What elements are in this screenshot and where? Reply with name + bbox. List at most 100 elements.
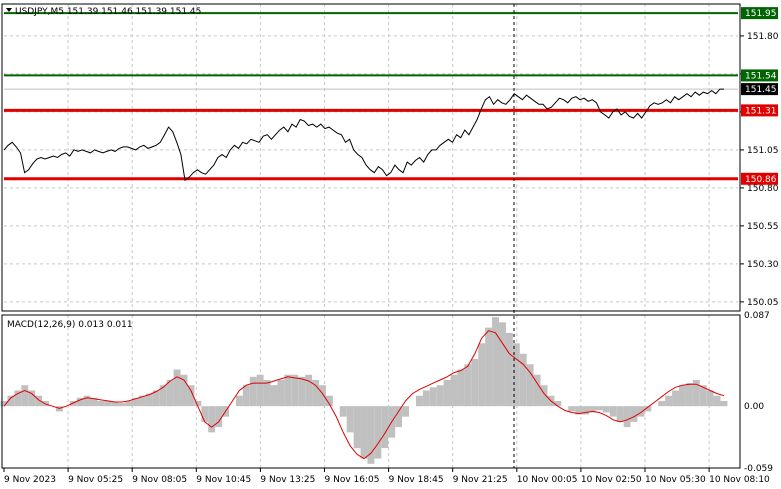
grid bbox=[4, 4, 738, 468]
macd-bar bbox=[685, 383, 693, 407]
price-tick-label: 150.30 bbox=[747, 260, 779, 270]
price-tick-label: 151.80 bbox=[747, 32, 779, 42]
macd-signal-line bbox=[3, 330, 725, 460]
macd-bar bbox=[519, 353, 527, 407]
price-labels: 151.95 151.54 151.31 150.86 151.45 bbox=[741, 7, 778, 185]
macd-bar bbox=[609, 406, 617, 417]
macd-bar bbox=[679, 385, 686, 407]
time-tick-label: 9 Nov 10:45 bbox=[196, 475, 251, 485]
macd-bar bbox=[485, 327, 493, 407]
macd-bar bbox=[0, 400, 8, 407]
macd-bar bbox=[235, 395, 243, 407]
price-series bbox=[3, 88, 724, 182]
macd-bar bbox=[118, 403, 126, 407]
macd-bar bbox=[540, 385, 548, 407]
macd-bar bbox=[450, 374, 458, 407]
macd-bar bbox=[499, 322, 506, 407]
macd-bar bbox=[713, 395, 721, 407]
horizontal-levels bbox=[4, 12, 738, 181]
macd-bar bbox=[429, 387, 437, 407]
time-tick-label: 9 Nov 13:25 bbox=[260, 475, 315, 485]
current-price-label: 151.45 bbox=[745, 85, 777, 95]
macd-bar bbox=[249, 376, 257, 407]
macd-bar bbox=[28, 390, 36, 407]
macd-bar bbox=[35, 395, 43, 407]
macd-bar bbox=[589, 406, 596, 413]
macd-bar bbox=[422, 390, 430, 407]
time-tick-label: 9 Nov 08:05 bbox=[132, 475, 187, 485]
price-panel[interactable] bbox=[1, 3, 741, 312]
macd-panel[interactable] bbox=[1, 314, 741, 469]
time-tick-label: 9 Nov 16:05 bbox=[325, 475, 380, 485]
level-label: 151.54 bbox=[745, 71, 777, 81]
macd-histogram bbox=[0, 317, 728, 464]
macd-bar bbox=[166, 379, 174, 407]
macd-bar bbox=[256, 374, 264, 407]
macd-bar bbox=[720, 400, 728, 407]
time-tick-label: 10 Nov 08:10 bbox=[709, 475, 770, 485]
macd-bar bbox=[706, 390, 714, 407]
macd-bar bbox=[291, 374, 299, 407]
level-label: 150.86 bbox=[745, 175, 777, 185]
macd-bar bbox=[367, 406, 375, 464]
time-tick-label: 10 Nov 00:05 bbox=[517, 475, 578, 485]
macd-bar bbox=[242, 385, 250, 407]
macd-bar bbox=[478, 343, 486, 407]
macd-bar bbox=[97, 400, 105, 407]
macd-axis: 0.087 0.00 -0.059 bbox=[744, 311, 773, 474]
macd-bar bbox=[111, 401, 119, 407]
chart-title: USDJPY,M5 151.39 151.46 151.39 151.45 bbox=[15, 7, 201, 17]
macd-bar bbox=[526, 364, 534, 407]
time-axis: 9 Nov 2023 9 Nov 05:25 9 Nov 08:05 9 Nov 10… bbox=[3, 468, 770, 485]
macd-bar bbox=[595, 406, 603, 411]
macd-bar bbox=[76, 397, 84, 407]
macd-bar bbox=[672, 390, 679, 407]
macd-title: MACD(12,26,9) 0.013 0.011 bbox=[7, 320, 133, 330]
macd-bar bbox=[616, 406, 624, 422]
macd-bar bbox=[104, 400, 112, 407]
macd-bar bbox=[90, 397, 98, 407]
macd-bar bbox=[568, 406, 576, 412]
macd-bar bbox=[554, 400, 562, 407]
macd-bar bbox=[312, 379, 319, 407]
price-tick-label: 150.55 bbox=[747, 222, 779, 232]
macd-bar bbox=[623, 406, 631, 428]
macd-bar bbox=[180, 374, 188, 407]
macd-bar bbox=[319, 385, 326, 407]
time-tick-label: 9 Nov 21:25 bbox=[453, 475, 508, 485]
macd-bar bbox=[492, 317, 499, 407]
time-tick-label: 10 Nov 05:30 bbox=[645, 475, 706, 485]
macd-bar bbox=[415, 395, 423, 407]
macd-bar bbox=[277, 379, 285, 407]
macd-bar bbox=[270, 385, 278, 407]
macd-bar bbox=[69, 400, 77, 407]
level-label: 151.31 bbox=[745, 106, 777, 116]
level-label-box bbox=[741, 7, 778, 20]
macd-bar bbox=[152, 390, 160, 407]
macd-bar bbox=[201, 406, 209, 422]
macd-bar bbox=[630, 406, 638, 422]
macd-bar bbox=[353, 406, 361, 449]
macd-bar bbox=[637, 406, 645, 417]
level-label-box bbox=[741, 104, 778, 117]
macd-bar bbox=[7, 395, 15, 407]
macd-bar bbox=[263, 379, 271, 407]
macd-bar bbox=[665, 395, 673, 407]
price-tick-label: 150.05 bbox=[747, 298, 779, 308]
level-label: 151.95 bbox=[745, 9, 777, 19]
macd-bar bbox=[582, 406, 589, 415]
time-tick-label: 9 Nov 05:25 bbox=[68, 475, 123, 485]
macd-bar bbox=[512, 343, 520, 407]
macd-bar bbox=[208, 406, 216, 433]
macd-bar bbox=[692, 379, 700, 407]
chart-menu-icon[interactable] bbox=[6, 8, 12, 12]
price-line bbox=[3, 88, 724, 182]
macd-bar bbox=[139, 395, 146, 407]
macd-bar bbox=[395, 406, 403, 428]
macd-bar bbox=[215, 406, 223, 428]
macd-tick-label: 0.087 bbox=[744, 311, 770, 321]
macd-bar bbox=[305, 374, 313, 407]
macd-bar bbox=[658, 400, 666, 407]
macd-bar bbox=[699, 385, 707, 407]
